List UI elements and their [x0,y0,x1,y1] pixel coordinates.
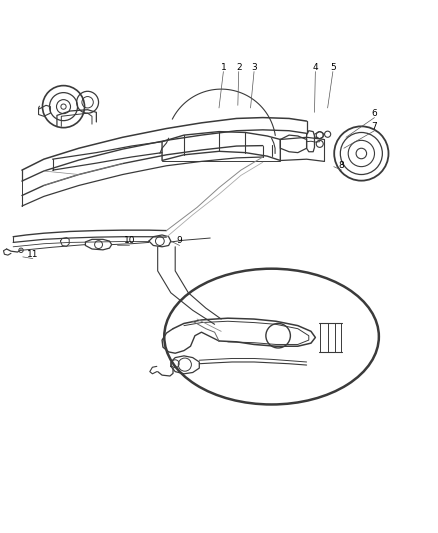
Text: 8: 8 [339,161,345,170]
Text: 6: 6 [371,109,378,118]
Text: 7: 7 [371,122,378,131]
Text: 2: 2 [236,62,241,71]
Text: 10: 10 [124,237,135,246]
Text: 11: 11 [27,249,39,259]
Text: 4: 4 [313,62,318,71]
Text: 5: 5 [330,62,336,71]
Text: 9: 9 [177,237,183,246]
Text: 1: 1 [220,62,226,71]
Text: 3: 3 [251,62,257,71]
